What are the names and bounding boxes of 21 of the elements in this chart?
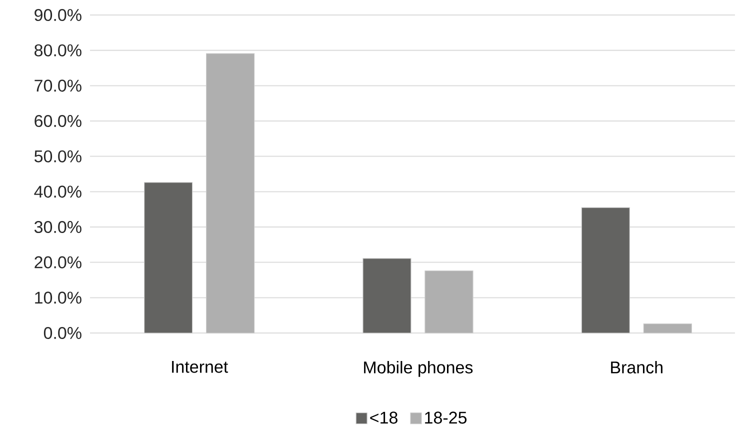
x-tick-label: Mobile phones [364, 360, 473, 377]
bar [362, 258, 412, 334]
y-tick-label: 40.0% [34, 186, 82, 198]
y-tick-label: 0.0% [44, 326, 82, 340]
y-tick-label: 60.0% [34, 114, 82, 128]
bar [424, 270, 474, 334]
y-tick-label: 90.0% [34, 8, 82, 22]
bar [144, 182, 193, 334]
bar [643, 324, 692, 334]
y-tick-label: 80.0% [34, 44, 82, 56]
legend-label: <18 [370, 412, 398, 424]
x-tick-label: Branch [611, 360, 662, 374]
y-tick-label: 50.0% [34, 150, 82, 162]
bar [206, 53, 255, 334]
y-tick-label: 70.0% [34, 80, 82, 92]
bar [581, 207, 630, 334]
legend-label: 18-25 [425, 412, 467, 424]
y-tick-label: 30.0% [34, 220, 82, 234]
y-tick-label: 20.0% [34, 256, 82, 268]
x-tick-label: Internet [172, 360, 228, 373]
y-tick-label: 10.0% [35, 292, 82, 304]
